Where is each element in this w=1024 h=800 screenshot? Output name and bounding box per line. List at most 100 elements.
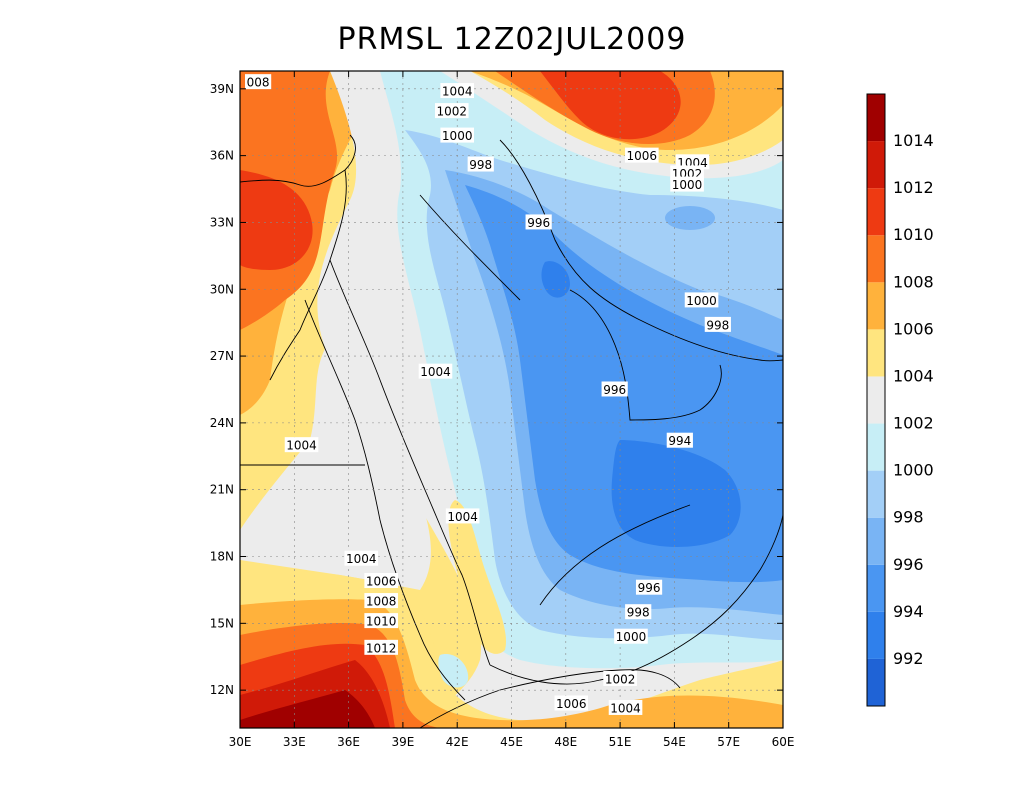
x-tick-label: 33E [283,735,306,749]
contour-labels: 1004 1002 1000 998 996 008 1006 1004 1002 1000 100… [245,74,731,715]
colorbar-swatch [867,282,885,330]
coastline-iran [499,139,783,362]
contour-label: 1012 [366,641,397,655]
contour-label: 996 [603,383,626,397]
contour-label-bg [364,593,398,609]
x-tick-label: 30E [229,735,252,749]
contour-label: 008 [247,76,270,90]
contour-label: 1000 [672,178,703,192]
fill-1004-redsea [448,500,506,654]
contour-label-bg [284,437,319,453]
colorbar-swatch [867,470,885,518]
contour-label-bg [364,613,398,629]
contour-label-bg [601,381,628,397]
y-tick-label: 36N [210,149,234,163]
contour-label-bg [434,103,469,119]
colorbar: 992 994 996 998 1000 1002 1004 1006 1008 1010 1012… [866,93,934,707]
contour-label: 1004 [610,701,641,715]
contour-label: 996 [638,581,661,595]
contour-label: 998 [627,606,650,620]
contour-label: 1010 [366,615,397,629]
colorbar-label: 1012 [893,178,934,197]
contour-label: 1002 [605,673,636,687]
contour-label-bg [364,573,398,589]
fill-992-north [541,261,570,298]
contour-label: 998 [469,158,492,172]
border-iraq [419,194,521,301]
x-tick-label: 45E [500,735,523,749]
colorbar-swatch [867,141,885,189]
contour-label: 1006 [556,697,587,711]
contour-label-bg [525,214,552,230]
y-tick-label: 24N [210,416,234,430]
contour-label: 1004 [442,85,473,99]
colorbar-label: 1008 [893,272,934,291]
contour-label-bg [418,363,453,379]
y-tick-label: 12N [210,683,234,697]
contour-label-bg [625,604,652,620]
contour-label: 998 [706,318,729,332]
x-axis: 30E 33E 36E 39E 42E 45E 48E 51E 54E 57E 60E [229,71,795,749]
x-tick-label: 60E [772,735,795,749]
contour-label: 994 [668,434,691,448]
colorbar-swatch [867,188,885,236]
colorbar-swatch [867,611,885,659]
colorbar-swatch [867,517,885,565]
colorbar-swatch [867,94,885,142]
x-tick-label: 48E [554,735,577,749]
map-title: PRMSL 12Z02JUL2009 [337,22,687,57]
colorbar-label: 998 [893,508,924,527]
y-tick-label: 39N [210,82,234,96]
colorbar-swatch [867,423,885,471]
colorbar-swatch [867,235,885,283]
y-tick-label: 33N [210,215,234,229]
colorbar-label: 1010 [893,225,934,244]
colorbar-swatch [867,376,885,424]
coastline-levant [269,169,347,381]
x-tick-label: 54E [663,735,686,749]
coastlines [240,134,783,728]
contour-label: 1004 [346,552,377,566]
colorbar-label: 992 [893,649,924,668]
contour-label: 1004 [286,439,317,453]
colorbar-swatch [867,564,885,612]
coastline-arabia-south [489,514,783,685]
contour-label: 1002 [436,105,467,119]
colorbar-label: 996 [893,555,924,574]
x-tick-label: 42E [446,735,469,749]
coastline-persian-gulf [569,289,722,421]
contour-label: 1004 [447,510,478,524]
contour-label: 1000 [442,129,473,143]
contour-label: 1000 [616,630,647,644]
x-tick-label: 57E [717,735,740,749]
y-tick-label: 21N [210,483,234,497]
x-tick-label: 51E [609,735,632,749]
fill-994-iran [665,206,715,230]
coastline-horn-africa [419,669,681,728]
contour-label-bg [603,671,637,687]
colorbar-swatch [867,329,885,377]
contour-label-bg [684,292,719,308]
contour-label-bg [445,508,480,524]
y-tick-label: 18N [210,550,234,564]
colorbar-label: 1014 [893,131,934,150]
contour-label-bg [440,83,474,99]
contour-label: 1008 [366,595,397,609]
contour-label: 1004 [420,365,451,379]
colorbar-swatch [867,658,885,706]
y-tick-label: 30N [210,282,234,296]
contour-label: 1000 [686,294,717,308]
fill-992 [611,440,741,547]
fill-1012-north [540,71,681,140]
contour-label-bg [608,699,643,715]
contour-label-bg [344,550,379,566]
colorbar-label: 1002 [893,414,934,433]
contour-label: 1006 [366,575,397,589]
y-axis: 12N 15N 18N 21N 24N 27N 30N 33N 36N 39N [210,82,783,697]
contour-label-bg [625,147,659,163]
contour-label-bg [614,628,648,644]
x-tick-label: 36E [337,735,360,749]
coastline-mediterranean [240,134,356,187]
y-tick-label: 27N [210,349,234,363]
y-tick-label: 15N [210,616,234,630]
